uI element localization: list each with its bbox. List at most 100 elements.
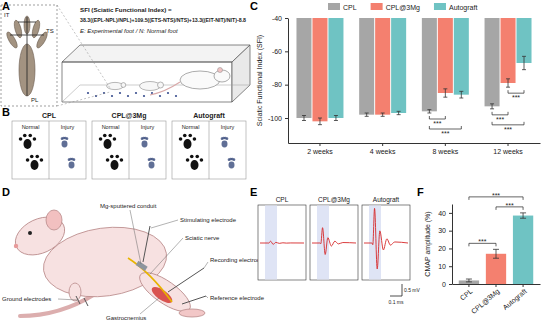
plot-marks xyxy=(459,213,533,284)
tick: CPL@3Mg xyxy=(470,284,502,316)
footprint-toe xyxy=(146,137,149,140)
axis: -100-80-60-40 xyxy=(268,15,289,144)
electrode xyxy=(182,296,206,304)
footprint-toe xyxy=(106,158,110,162)
footprint-box xyxy=(172,121,246,179)
tick-mark xyxy=(523,284,524,287)
formula-note: E: Experimental foot / N: Normal foot xyxy=(80,28,178,34)
tick-mark xyxy=(285,51,288,52)
legend-label: CPL@3Mg xyxy=(386,4,420,12)
rat-body xyxy=(180,71,220,89)
error-cap xyxy=(490,103,494,104)
footprint-toe xyxy=(99,137,103,141)
leader-line xyxy=(206,296,208,298)
tick: -40 xyxy=(272,15,288,22)
trace-title: Autograft xyxy=(373,196,400,204)
tick: 2 weeks xyxy=(307,143,333,155)
bar xyxy=(296,18,311,118)
error-bar xyxy=(492,104,493,109)
tick-mark xyxy=(445,143,446,146)
plot-marks xyxy=(296,18,531,125)
walkway-side xyxy=(232,45,250,102)
error-bar xyxy=(398,111,399,114)
footprint-pad xyxy=(184,139,192,149)
footprint-toe xyxy=(183,134,187,138)
axis: 010203040 xyxy=(438,205,452,288)
rat-nose xyxy=(14,244,18,248)
error-bar xyxy=(319,118,320,125)
chart-c: -100-80-60-402 weeks4 weeks8 weeks12 wee… xyxy=(256,0,541,155)
tick: 20 xyxy=(438,245,452,252)
error-cap xyxy=(493,249,499,250)
trace-box xyxy=(258,205,306,280)
error-bar xyxy=(523,213,524,218)
tick-label: CPL xyxy=(459,287,474,301)
tick: Autograft xyxy=(501,284,528,312)
panel-b: CPLNormalInjuryCPL@3MgNormalInjuryAutogr… xyxy=(12,112,246,179)
leader-line xyxy=(140,298,159,314)
trail-print xyxy=(119,92,121,94)
leader-line xyxy=(151,220,178,228)
conduit xyxy=(136,261,148,271)
paw-frame xyxy=(1,5,57,106)
tick-mark xyxy=(449,284,452,285)
trail-print xyxy=(175,95,177,97)
bar xyxy=(422,18,437,111)
leader-line xyxy=(130,210,141,264)
footprint-toe xyxy=(115,155,119,159)
footprint-toe xyxy=(73,158,76,161)
side-label: Normal xyxy=(182,124,200,130)
footprint-toe xyxy=(193,137,197,141)
tick: -100 xyxy=(268,115,288,122)
side-label: Injury xyxy=(61,124,75,130)
rat-front-leg xyxy=(69,283,81,301)
error-cap xyxy=(302,120,306,121)
rat-head xyxy=(9,210,70,263)
footprint-toe xyxy=(30,155,34,159)
footprint-toe xyxy=(153,158,156,161)
error-bar xyxy=(335,116,336,121)
group-title: CPL xyxy=(42,112,57,119)
trail-print xyxy=(127,95,129,97)
error-cap xyxy=(466,279,472,280)
error-cap xyxy=(466,281,472,282)
tick-mark xyxy=(449,231,452,232)
rat-ear xyxy=(46,210,62,230)
bar xyxy=(359,18,374,115)
tick: 10 xyxy=(438,263,452,270)
footprint-toe xyxy=(33,137,37,141)
tick-label: 2 weeks xyxy=(307,148,333,155)
tick: 8 weeks xyxy=(432,143,458,155)
panel-label: D xyxy=(2,186,10,198)
paw-label: PL xyxy=(31,97,39,103)
footprint-toe xyxy=(195,155,199,159)
error-bar xyxy=(508,79,509,87)
electrode xyxy=(168,268,204,292)
significance-label: *** xyxy=(441,130,449,137)
footprint-pad xyxy=(142,141,148,148)
trail-print xyxy=(143,95,145,97)
cmap-trace xyxy=(260,241,304,244)
diagram-label: Gastrocnemius xyxy=(106,315,146,321)
error-bar xyxy=(445,89,446,97)
tick-label: 30 xyxy=(438,227,446,234)
tick-label: 4 weeks xyxy=(370,148,396,155)
tick-label: 40 xyxy=(438,210,446,217)
zoom-line xyxy=(57,5,110,88)
tick-label: 8 weeks xyxy=(432,148,458,155)
footprint-divider xyxy=(129,121,130,179)
error-cap xyxy=(427,109,431,110)
footprint-toe xyxy=(40,158,44,162)
footprint-toe xyxy=(233,158,236,161)
significance-bracket xyxy=(492,122,524,125)
tick: 30 xyxy=(438,227,452,234)
measure-it xyxy=(18,22,36,23)
footprint-toe xyxy=(103,134,107,138)
footprint-pad xyxy=(62,141,68,148)
footprint-toe xyxy=(110,155,114,159)
side-label: Normal xyxy=(102,124,120,130)
footprint-pad xyxy=(31,160,39,170)
panel-label: B xyxy=(2,106,10,118)
panel-label: E xyxy=(250,186,257,198)
scale-label: 0.5 mV xyxy=(404,287,421,293)
